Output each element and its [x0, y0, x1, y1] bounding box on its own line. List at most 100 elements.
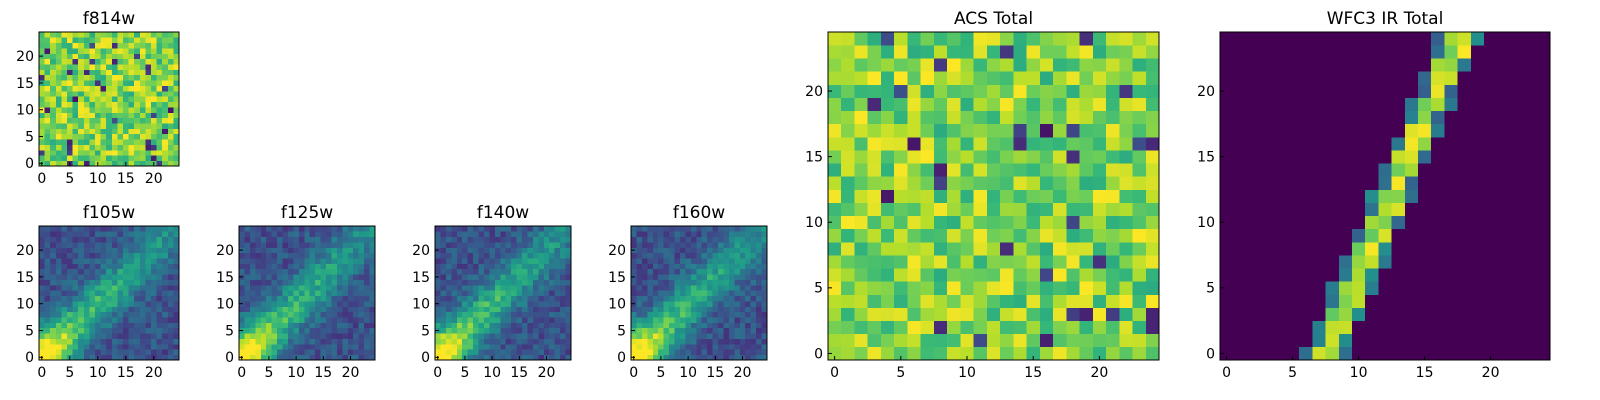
heatmap-cell — [353, 295, 360, 302]
heatmap-cell — [67, 149, 73, 156]
heatmap-cell — [111, 42, 118, 49]
heatmap-cell — [669, 317, 675, 323]
heatmap-cell — [67, 301, 73, 307]
heatmap-cell — [894, 163, 908, 177]
heatmap-cell — [880, 346, 895, 361]
heatmap-cell — [100, 333, 107, 339]
heatmap-cell — [162, 322, 169, 329]
heatmap-cell — [167, 242, 174, 248]
heatmap-cell — [489, 295, 496, 302]
heatmap-cell — [358, 295, 365, 302]
heatmap-cell — [1233, 32, 1247, 46]
heatmap-cell — [1510, 333, 1524, 348]
heatmap-cell — [83, 290, 90, 297]
heatmap-cell — [1378, 176, 1392, 190]
heatmap-cell — [151, 274, 157, 280]
heatmap-cell — [663, 295, 670, 302]
heatmap-cell — [287, 306, 294, 313]
heatmap-cell — [1418, 333, 1432, 348]
heatmap-cell — [663, 242, 670, 248]
heatmap-cell — [55, 226, 62, 232]
heatmap-cell — [134, 295, 141, 302]
heatmap-cell — [55, 64, 62, 70]
heatmap-cell — [494, 279, 501, 286]
heatmap-cell — [473, 252, 479, 259]
heatmap-cell — [277, 226, 283, 232]
heatmap-cell — [260, 242, 267, 248]
heatmap-cell — [516, 317, 523, 323]
heatmap-cell — [636, 290, 643, 297]
heatmap-cell — [39, 279, 45, 286]
heatmap-cell — [55, 301, 62, 307]
heatmap-cell — [1338, 58, 1353, 72]
heatmap-cell — [739, 343, 746, 350]
heatmap-cell — [500, 231, 507, 238]
heatmap-cell — [1510, 71, 1524, 85]
heatmap-cell — [473, 338, 479, 345]
heatmap-cell — [679, 354, 686, 361]
heatmap-cell — [1470, 228, 1485, 243]
heatmap-cell — [1444, 189, 1458, 203]
heatmap-cell — [255, 263, 262, 270]
heatmap-cell — [1418, 163, 1432, 177]
heatmap-cell — [756, 317, 762, 323]
heatmap-cell — [39, 37, 45, 44]
heatmap-cell — [271, 231, 278, 238]
heatmap-cell — [1510, 320, 1524, 335]
heatmap-cell — [462, 279, 468, 286]
heatmap-cell — [61, 333, 68, 339]
heatmap-cell — [173, 343, 180, 350]
heatmap-cell — [505, 301, 512, 307]
heatmap-cell — [560, 333, 566, 339]
heatmap-cell — [50, 279, 57, 286]
heatmap-cell — [151, 48, 157, 54]
heatmap-cell — [244, 317, 251, 323]
heatmap-cell — [1233, 123, 1247, 138]
heatmap-cell — [669, 252, 675, 259]
heatmap-cell — [854, 150, 869, 164]
heatmap-cell — [117, 333, 124, 339]
heatmap-cell — [72, 317, 79, 323]
heatmap-cell — [156, 149, 163, 156]
heatmap-cell — [364, 349, 370, 355]
heatmap-cell — [151, 85, 157, 92]
heatmap-cell — [986, 307, 1001, 321]
heatmap-cell — [690, 349, 697, 355]
heatmap-cell — [690, 279, 697, 286]
heatmap-cell — [1365, 281, 1379, 295]
heatmap-cell — [111, 58, 118, 65]
heatmap-cell — [712, 338, 719, 345]
heatmap-cell — [1325, 189, 1340, 203]
heatmap-cell — [1145, 333, 1160, 348]
heatmap-cell — [473, 279, 479, 286]
heatmap-cell — [260, 236, 267, 243]
heatmap-cell — [39, 85, 45, 92]
heatmap-cell — [718, 322, 724, 329]
heatmap-cell — [505, 284, 512, 291]
heatmap-cell — [1352, 215, 1366, 230]
heatmap-cell — [467, 263, 474, 270]
heatmap-cell — [1365, 136, 1379, 151]
heatmap-cell — [1444, 202, 1458, 217]
heatmap-cell — [342, 263, 349, 270]
heatmap-cell — [260, 252, 267, 259]
heatmap-cell — [358, 231, 365, 238]
heatmap-cell — [72, 117, 79, 124]
heatmap-cell — [494, 268, 501, 275]
heatmap-cell — [483, 279, 490, 286]
heatmap-cell — [151, 284, 157, 291]
heatmap-cell — [95, 53, 101, 60]
x-tick-label: 20 — [538, 365, 556, 381]
heatmap-cell — [516, 279, 523, 286]
heatmap-cell — [331, 349, 338, 355]
heatmap-cell — [326, 252, 332, 259]
heatmap-cell — [364, 268, 370, 275]
heatmap-cell — [494, 290, 501, 297]
heatmap-cell — [560, 236, 566, 243]
heatmap-cell — [451, 279, 458, 286]
heatmap-cell — [78, 42, 85, 49]
heatmap-cell — [907, 123, 922, 138]
heatmap-cell — [696, 317, 703, 323]
heatmap-cell — [55, 247, 62, 254]
heatmap-cell — [139, 236, 146, 243]
